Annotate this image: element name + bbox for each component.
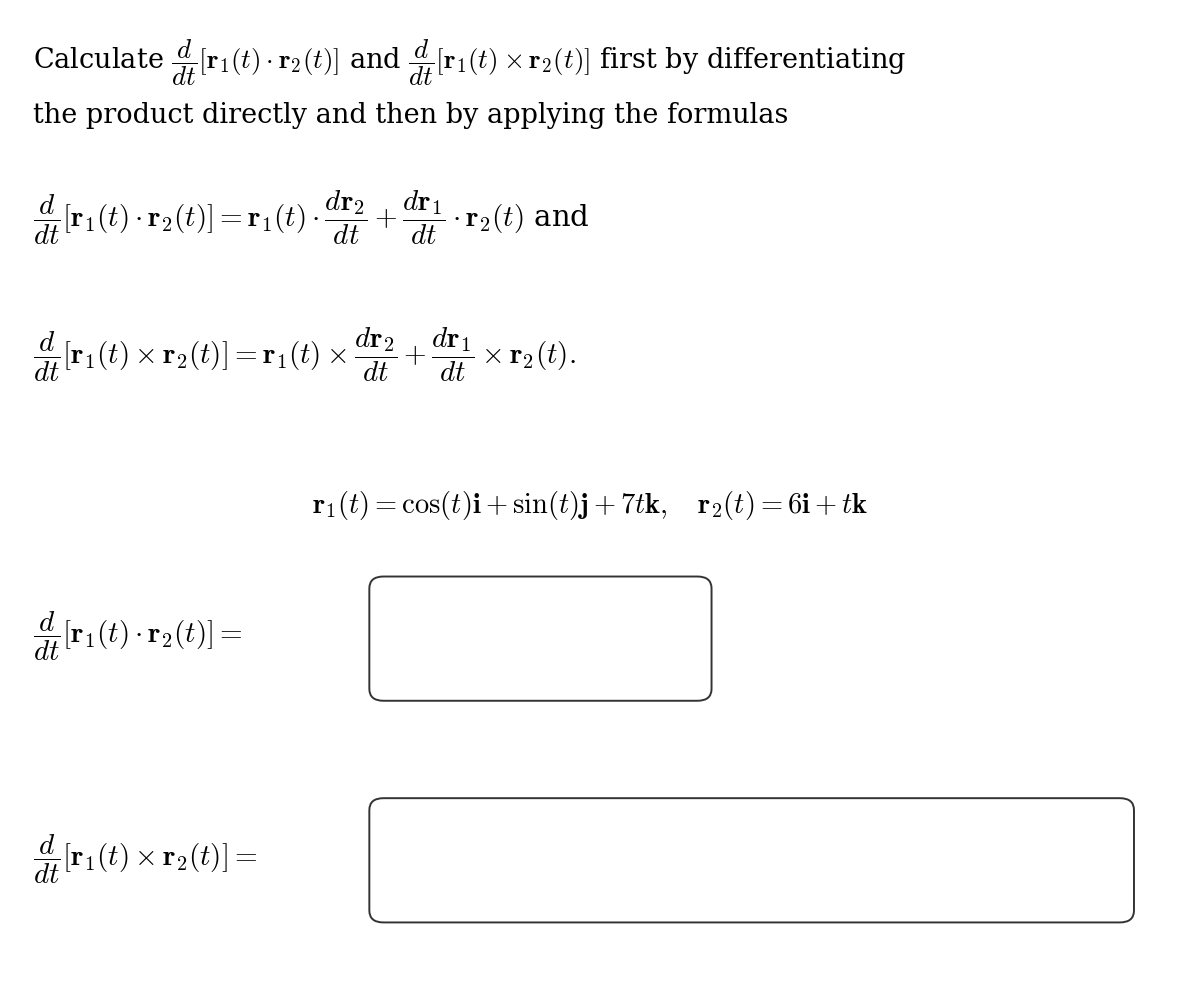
Text: $\mathbf{r}_1(t) = \cos(t)\mathbf{i} + \sin(t)\mathbf{j} + 7t\mathbf{k}, \quad \: $\mathbf{r}_1(t) = \cos(t)\mathbf{i} + \… — [312, 489, 868, 522]
Text: $\dfrac{d}{dt}[\mathbf{r}_1(t) \times \mathbf{r}_2(t)] =$: $\dfrac{d}{dt}[\mathbf{r}_1(t) \times \m… — [33, 833, 257, 887]
FancyBboxPatch shape — [369, 577, 712, 701]
Text: Calculate $\dfrac{d}{dt}[\mathbf{r}_1(t) \cdot \mathbf{r}_2(t)]$ and $\dfrac{d}{: Calculate $\dfrac{d}{dt}[\mathbf{r}_1(t)… — [33, 38, 906, 88]
Text: the product directly and then by applying the formulas: the product directly and then by applyin… — [33, 102, 788, 129]
Text: $\dfrac{d}{dt}[\mathbf{r}_1(t) \cdot \mathbf{r}_2(t)] =$: $\dfrac{d}{dt}[\mathbf{r}_1(t) \cdot \ma… — [33, 609, 243, 663]
FancyBboxPatch shape — [369, 798, 1134, 922]
Text: $\dfrac{d}{dt}[\mathbf{r}_1(t) \times \mathbf{r}_2(t)] = \mathbf{r}_1(t) \times : $\dfrac{d}{dt}[\mathbf{r}_1(t) \times \m… — [33, 326, 576, 384]
Text: $\dfrac{d}{dt}[\mathbf{r}_1(t) \cdot \mathbf{r}_2(t)] = \mathbf{r}_1(t) \cdot \d: $\dfrac{d}{dt}[\mathbf{r}_1(t) \cdot \ma… — [33, 189, 590, 247]
